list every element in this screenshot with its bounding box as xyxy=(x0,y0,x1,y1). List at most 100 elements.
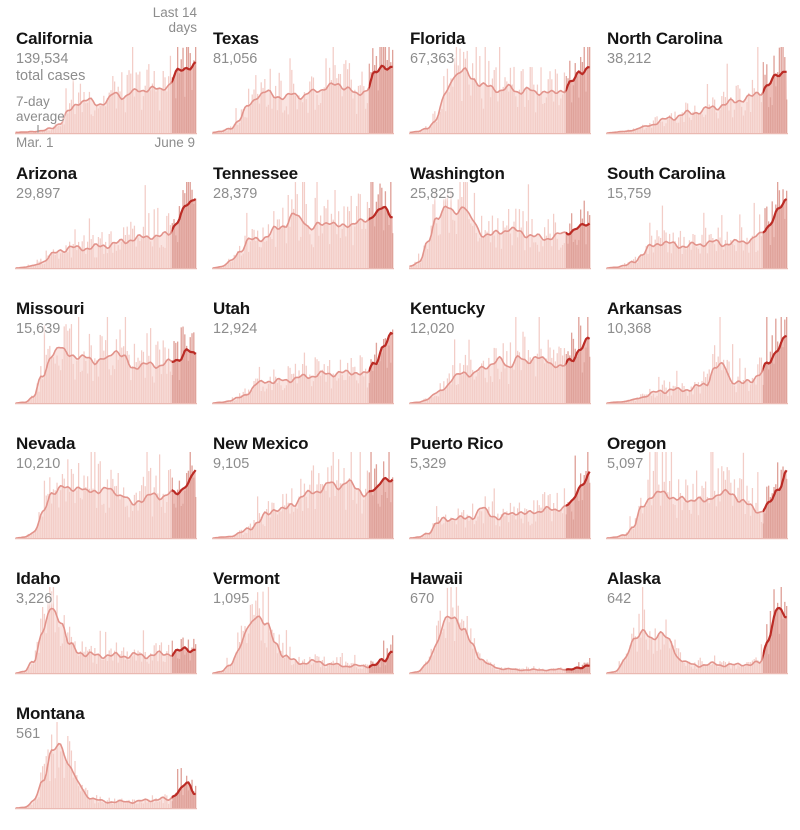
state-total-cases: 139,534 xyxy=(16,50,69,67)
panel-header: South Carolina 15,759 xyxy=(607,164,726,203)
chart-svg-vermont xyxy=(212,587,394,675)
seven-day-average-line xyxy=(212,477,394,539)
seven-day-average-line xyxy=(606,71,787,134)
state-name: Missouri xyxy=(16,299,85,318)
state-name: South Carolina xyxy=(607,164,726,183)
seven-day-average-line xyxy=(15,607,196,674)
state-name: Tennessee xyxy=(213,164,298,183)
seven-day-average-line xyxy=(409,336,591,404)
panel-header: Washington 25,825 xyxy=(410,164,505,203)
panel-header: Vermont 1,095 xyxy=(213,569,280,608)
chart-svg-tennessee xyxy=(212,182,394,270)
state-name: Texas xyxy=(213,29,259,48)
chart-svg-oregon xyxy=(606,452,788,540)
seven-day-average-line xyxy=(409,205,591,267)
state-total-cases: 12,924 xyxy=(213,320,258,337)
chart-svg-nevada xyxy=(15,452,197,540)
state-total-cases: 561 xyxy=(16,725,41,742)
total-cases-suffix: total cases xyxy=(16,67,86,84)
state-panel-alaska: Alaska 642 xyxy=(606,558,788,693)
state-panel-arizona: Arizona 29,897 xyxy=(15,153,197,288)
state-panel-montana: Montana 561 xyxy=(15,693,197,828)
last-14-days-region xyxy=(171,637,197,673)
last-14-days-region xyxy=(565,200,591,268)
chart-svg-south-carolina xyxy=(606,182,788,270)
state-total-cases: 642 xyxy=(607,590,632,607)
chart-svg-north-carolina xyxy=(606,47,788,135)
seven-day-average-line xyxy=(15,346,197,404)
state-name: Idaho xyxy=(16,569,61,588)
seven-day-average-line xyxy=(606,335,787,404)
state-total-cases: 5,097 xyxy=(607,455,644,472)
state-total-cases: 67,363 xyxy=(410,50,455,67)
state-name: Hawaii xyxy=(410,569,463,588)
avg-line-label: 7-day average xyxy=(16,94,65,125)
seven-day-average-line xyxy=(606,607,787,674)
state-name: Washington xyxy=(410,164,505,183)
x-axis-start-label: Mar. 1 xyxy=(16,135,54,150)
state-name: Utah xyxy=(213,299,250,318)
state-total-cases: 9,105 xyxy=(213,455,250,472)
state-panel-puerto-rico: Puerto Rico 5,329 xyxy=(409,423,591,558)
panel-header: Alaska 642 xyxy=(607,569,661,608)
panel-header: North Carolina 38,212 xyxy=(607,29,723,68)
state-panel-new-mexico: New Mexico 9,105 xyxy=(212,423,394,558)
state-name: Florida xyxy=(410,29,466,48)
panel-header: Idaho 3,226 xyxy=(16,569,61,608)
x-axis-end-label: June 9 xyxy=(154,135,195,150)
state-total-cases: 12,020 xyxy=(410,320,455,337)
last-14-days-region xyxy=(762,317,788,403)
state-total-cases: 1,095 xyxy=(213,590,250,607)
panel-header: Puerto Rico 5,329 xyxy=(410,434,504,473)
state-total-cases: 670 xyxy=(410,590,435,607)
chart-svg-hawaii xyxy=(409,587,591,675)
panel-header: California 139,534 total cases xyxy=(16,29,93,85)
state-total-cases: 28,379 xyxy=(213,185,258,202)
state-name: Kentucky xyxy=(410,299,485,318)
chart-svg-california xyxy=(15,47,197,135)
last-14-days-region xyxy=(762,587,788,673)
last-14-days-region xyxy=(171,452,197,538)
last-14-days-label: Last 14 days xyxy=(152,5,197,36)
panel-header: Florida 67,363 xyxy=(410,29,466,68)
state-panel-california: California 139,534 total cases Last 14 days… xyxy=(15,5,197,153)
state-panel-florida: Florida 67,363 xyxy=(409,18,591,153)
state-name: Puerto Rico xyxy=(410,434,504,453)
state-total-cases: 3,226 xyxy=(16,590,53,607)
seven-day-average-line xyxy=(409,471,591,539)
chart-svg-florida xyxy=(409,47,591,135)
state-name: Montana xyxy=(16,704,85,723)
seven-day-average-line xyxy=(15,198,197,269)
state-total-cases: 15,759 xyxy=(607,185,652,202)
state-total-cases: 10,210 xyxy=(16,455,61,472)
chart-svg-alaska xyxy=(606,587,788,675)
state-name: Nevada xyxy=(16,434,76,453)
panel-header: Montana 561 xyxy=(16,704,85,743)
last-14-days-region xyxy=(565,47,591,133)
seven-day-average-line xyxy=(212,615,393,674)
chart-svg-kentucky xyxy=(409,317,591,405)
chart-svg-puerto-rico xyxy=(409,452,591,540)
last-14-days-region xyxy=(368,47,394,134)
seven-day-average-line xyxy=(212,206,393,269)
chart-svg-washington xyxy=(409,182,591,270)
state-name: Arizona xyxy=(16,164,77,183)
state-panel-kentucky: Kentucky 12,020 xyxy=(409,288,591,423)
state-name: Alaska xyxy=(607,569,661,588)
panel-header: Arizona 29,897 xyxy=(16,164,77,203)
seven-day-average-line xyxy=(212,64,393,134)
panel-header: Utah 12,924 xyxy=(213,299,258,338)
state-total-cases: 25,825 xyxy=(410,185,455,202)
last-14-days-region xyxy=(762,47,788,134)
last-14-days-region xyxy=(171,326,197,403)
state-name: Vermont xyxy=(213,569,280,588)
chart-svg-idaho xyxy=(15,587,197,675)
state-total-cases: 5,329 xyxy=(410,455,447,472)
state-total-cases: 38,212 xyxy=(607,50,652,67)
chart-svg-utah xyxy=(212,329,394,405)
seven-day-average-line xyxy=(15,469,197,539)
state-name: North Carolina xyxy=(607,29,723,48)
panel-header: New Mexico 9,105 xyxy=(213,434,309,473)
seven-day-average-line xyxy=(409,66,590,134)
state-total-cases: 29,897 xyxy=(16,185,61,202)
